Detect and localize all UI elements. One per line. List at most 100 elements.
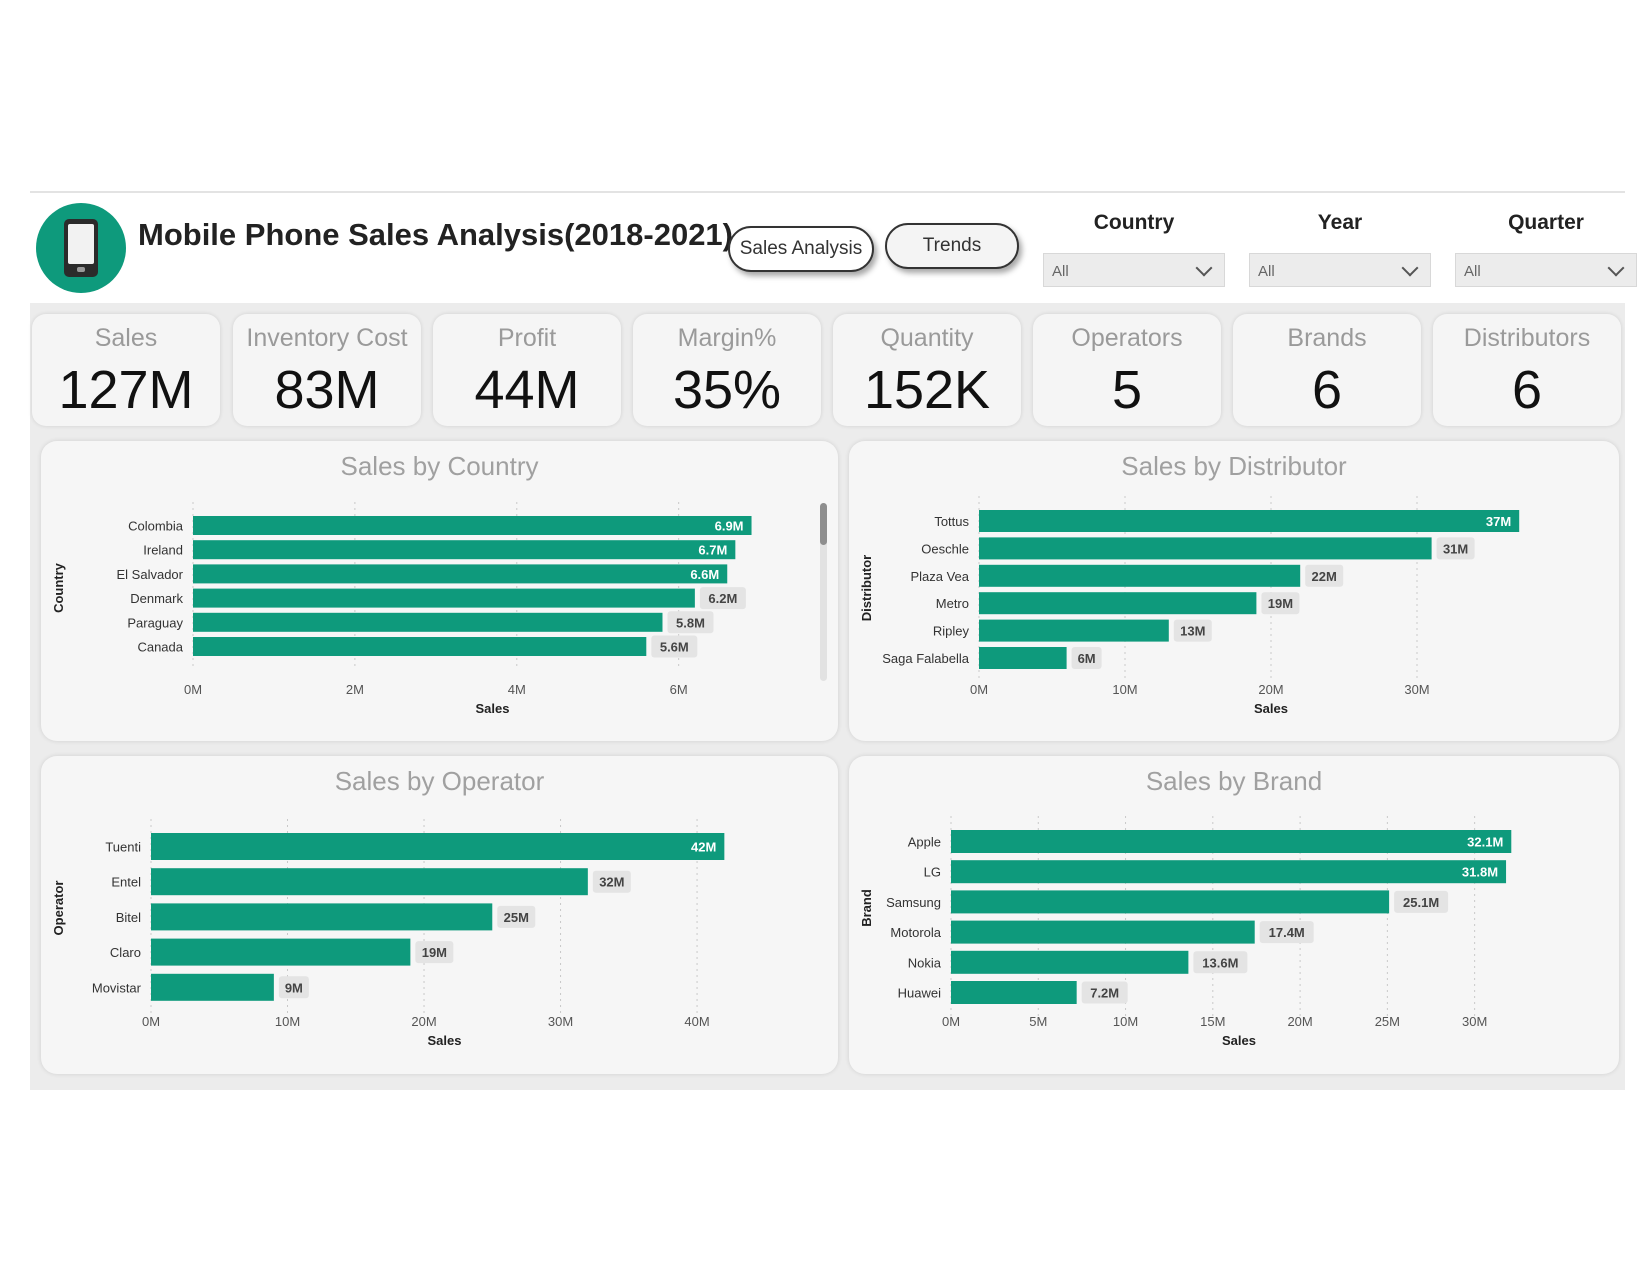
chart-sales-by-brand: 0M 5M 10M 15M 20M 25M 30M Sales Brand Apple 32.1M L…	[859, 816, 1512, 1048]
chart-title: Sales by Distributor	[1121, 451, 1347, 481]
category-label: Tottus	[934, 514, 969, 529]
data-label-background	[592, 870, 631, 893]
data-label-background	[1305, 564, 1344, 587]
chart-sales-by-distributor: 0M 10M 20M 30M Sales Distributor Tottus 37M Oesc…	[859, 496, 1520, 716]
chart-panel-country: Sales by Country 0M 2M 4M 6M Sales Country Col…	[41, 441, 838, 741]
data-label: 42M	[691, 840, 716, 855]
category-label: Ireland	[143, 543, 183, 558]
country-filter: Country All	[1043, 211, 1225, 287]
data-label: 19M	[1268, 596, 1293, 611]
category-label: Paraguay	[127, 615, 183, 630]
data-label-background	[497, 905, 536, 928]
x-tick-label: 0M	[184, 682, 202, 697]
quarter-filter: Quarter All	[1455, 211, 1637, 287]
category-label: Entel	[111, 875, 141, 890]
bar	[193, 637, 647, 656]
kpi-label: Quantity	[880, 324, 974, 352]
data-label: 37M	[1486, 514, 1511, 529]
y-axis-title: Brand	[859, 889, 874, 927]
category-label: Oeschle	[921, 541, 969, 556]
data-label-background	[1394, 890, 1449, 913]
data-label-background	[1081, 981, 1128, 1004]
data-label-background	[1071, 647, 1102, 669]
bar	[979, 592, 1257, 615]
chart-title: Sales by Brand	[1145, 766, 1323, 796]
bar	[193, 564, 728, 584]
chart-panel-brand: Sales by Brand 0M 5M 10M 15M 20M 25M 30M Sales B…	[849, 756, 1619, 1074]
data-label: 32.1M	[1467, 835, 1503, 850]
category-label: LG	[924, 865, 941, 880]
data-label-background	[278, 976, 309, 999]
x-tick-label: 15M	[1200, 1014, 1225, 1029]
kpi-value: 35%	[672, 360, 782, 420]
category-label: Colombia	[128, 519, 184, 534]
kpi-value: 127M	[58, 360, 194, 420]
kpi-card-sales: Sales 127M	[32, 314, 220, 426]
scrollbar-track[interactable]	[820, 503, 827, 681]
x-tick-label: 4M	[508, 682, 526, 697]
data-label: 6.7M	[698, 543, 727, 558]
data-label: 5.6M	[660, 640, 689, 655]
bar	[951, 981, 1077, 1004]
bar	[151, 903, 493, 931]
data-label-background	[1261, 592, 1300, 615]
x-tick-label: 20M	[1287, 1014, 1312, 1029]
data-label: 32M	[599, 875, 624, 890]
quarter-dropdown[interactable]: All	[1455, 253, 1637, 287]
data-label-background	[1259, 921, 1314, 944]
category-label: Samsung	[886, 895, 941, 910]
phone-icon	[36, 203, 126, 293]
x-tick-label: 30M	[548, 1014, 573, 1029]
y-axis-title: Operator	[51, 881, 66, 936]
country-dropdown[interactable]: All	[1043, 253, 1225, 287]
category-label: Claro	[110, 945, 141, 960]
data-label: 19M	[422, 945, 447, 960]
kpi-label: Operators	[1071, 324, 1183, 352]
x-axis-title: Sales	[1254, 701, 1288, 716]
x-axis-title: Sales	[428, 1033, 462, 1048]
data-label: 9M	[285, 980, 303, 995]
data-label-background	[667, 611, 714, 634]
category-label: Movistar	[92, 980, 142, 995]
kpi-value: 5	[1111, 360, 1143, 420]
kpi-card-brands: Brands 6	[1233, 314, 1421, 426]
bar	[951, 950, 1189, 974]
scrollbar-thumb[interactable]	[820, 503, 827, 545]
bar	[979, 619, 1169, 642]
x-tick-label: 5M	[1029, 1014, 1047, 1029]
bar	[951, 890, 1390, 914]
x-tick-label: 30M	[1404, 682, 1429, 697]
bar	[951, 830, 1512, 853]
data-label-background	[415, 941, 454, 964]
data-label-background	[1173, 619, 1212, 642]
bar	[979, 647, 1067, 669]
sales-analysis-button[interactable]: Sales Analysis	[728, 226, 874, 272]
kpi-value: 6	[1311, 360, 1343, 420]
bar	[193, 516, 752, 535]
category-label: Tuenti	[105, 840, 141, 855]
x-tick-label: 0M	[142, 1014, 160, 1029]
category-label: El Salvador	[117, 567, 184, 582]
header-bar: Mobile Phone Sales Analysis(2018-2021) S…	[30, 193, 1637, 303]
country-filter-label: Country	[1093, 211, 1175, 234]
kpi-card-distributors: Distributors 6	[1433, 314, 1621, 426]
chart-title: Sales by Operator	[334, 766, 545, 796]
kpi-value: 44M	[474, 360, 580, 420]
category-label: Saga Falabella	[882, 651, 969, 666]
year-dropdown[interactable]: All	[1249, 253, 1431, 287]
trends-button[interactable]: Trends	[885, 223, 1019, 269]
kpi-value: 152K	[863, 360, 991, 420]
year-filter-label: Year	[1317, 211, 1363, 234]
x-tick-label: 30M	[1462, 1014, 1487, 1029]
chart-sales-by-country: 0M 2M 4M 6M Sales Country Colombia 6.9M Ireland 6…	[51, 502, 752, 716]
data-label: 6.9M	[715, 519, 744, 534]
kpi-label: Brands	[1287, 324, 1367, 352]
data-label: 31.8M	[1462, 865, 1498, 880]
bar	[979, 537, 1432, 560]
chart-panel-operator: Sales by Operator 0M 10M 20M 30M 40M Sales Ope…	[41, 756, 838, 1074]
category-label: Canada	[137, 640, 183, 655]
data-label: 13M	[1180, 624, 1205, 639]
bar	[951, 920, 1255, 944]
page-title: Mobile Phone Sales Analysis(2018-2021)	[138, 217, 733, 252]
bar	[951, 860, 1507, 884]
